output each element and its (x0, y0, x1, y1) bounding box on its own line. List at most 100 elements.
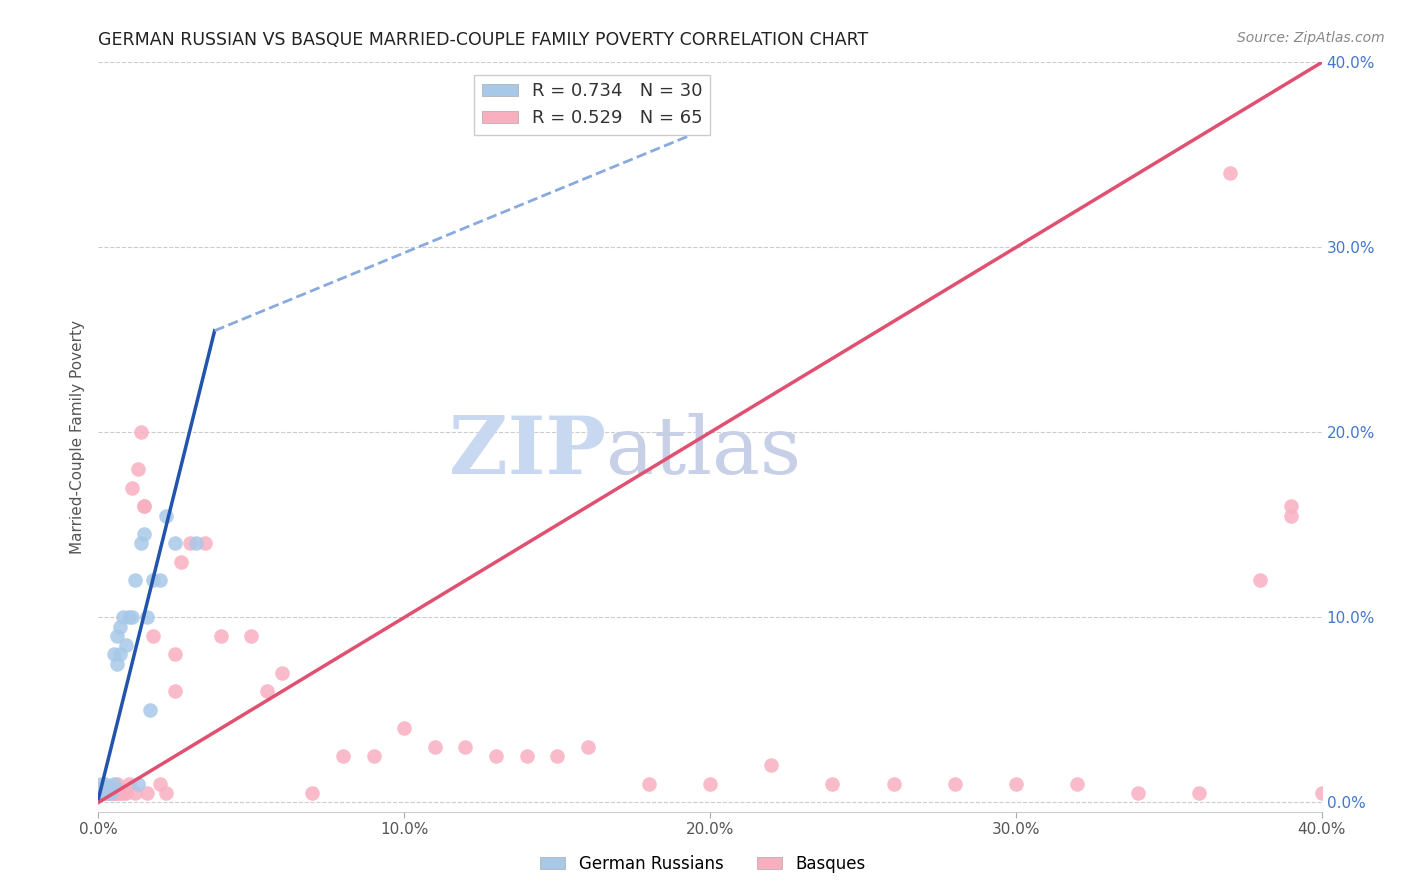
Point (90, 786, 112, 800)
Point (155, 786, 177, 800)
Point (118, 777, 141, 791)
Point (699, 777, 721, 791)
Point (943, 777, 966, 791)
Point (576, 739, 599, 754)
Point (108, 786, 131, 800)
Point (97, 786, 120, 800)
Text: atlas: atlas (606, 413, 801, 491)
Point (90, 777, 112, 791)
Point (363, 749, 385, 764)
Point (105, 786, 128, 800)
Point (186, 536, 208, 550)
Point (111, 610, 134, 624)
Point (103, 777, 125, 791)
Point (1188, 786, 1211, 800)
Point (1128, 786, 1150, 800)
Point (163, 536, 186, 550)
Point (115, 638, 138, 652)
Point (163, 648, 186, 662)
Point (93, 777, 115, 791)
Point (240, 629, 263, 643)
Point (100, 786, 122, 800)
Point (142, 574, 165, 588)
Point (108, 620, 131, 634)
Point (124, 786, 146, 800)
Point (103, 786, 125, 800)
Point (136, 610, 159, 624)
Point (142, 629, 165, 643)
Point (93, 786, 115, 800)
Point (136, 786, 159, 800)
Point (103, 786, 125, 800)
Point (105, 657, 128, 671)
Point (301, 786, 323, 800)
Point (454, 739, 477, 754)
Point (821, 777, 844, 791)
Point (155, 508, 177, 523)
Point (100, 786, 122, 800)
Text: ZIP: ZIP (449, 413, 606, 491)
Point (93, 780, 115, 795)
Point (121, 610, 143, 624)
Y-axis label: Married-Couple Family Poverty: Married-Couple Family Poverty (70, 320, 86, 554)
Point (194, 536, 217, 550)
Point (105, 629, 128, 643)
Point (163, 684, 186, 698)
Point (87, 786, 110, 800)
Point (149, 574, 172, 588)
Point (100, 780, 122, 795)
Text: GERMAN RUSSIAN VS BASQUE MARRIED-COUPLE FAMILY POVERTY CORRELATION CHART: GERMAN RUSSIAN VS BASQUE MARRIED-COUPLE … (98, 31, 869, 49)
Point (118, 610, 141, 624)
Point (1004, 777, 1026, 791)
Point (139, 703, 162, 717)
Point (90, 780, 112, 795)
Point (392, 722, 416, 736)
Point (108, 786, 131, 800)
Point (209, 629, 232, 643)
Point (1249, 574, 1271, 588)
Point (129, 536, 152, 550)
Point (93, 786, 115, 800)
Point (256, 684, 278, 698)
Point (111, 786, 134, 800)
Point (1279, 508, 1302, 523)
Point (97, 786, 120, 800)
Point (105, 777, 128, 791)
Point (516, 749, 538, 764)
Point (90, 786, 112, 800)
Point (127, 462, 149, 476)
Legend: German Russians, Basques: German Russians, Basques (534, 848, 872, 880)
Point (103, 786, 125, 800)
Point (90, 786, 112, 800)
Point (179, 536, 201, 550)
Point (485, 749, 508, 764)
Point (1066, 777, 1088, 791)
Point (637, 777, 661, 791)
Point (108, 648, 131, 662)
Legend: R = 0.734   N = 30, R = 0.529   N = 65: R = 0.734 N = 30, R = 0.529 N = 65 (474, 75, 710, 135)
Point (124, 574, 146, 588)
Point (134, 500, 156, 514)
Point (149, 777, 172, 791)
Point (170, 555, 193, 569)
Point (87, 786, 110, 800)
Point (129, 425, 152, 440)
Point (121, 481, 143, 495)
Point (97, 786, 120, 800)
Point (127, 777, 149, 791)
Point (1310, 786, 1333, 800)
Point (87, 786, 110, 800)
Point (115, 786, 138, 800)
Text: Source: ZipAtlas.com: Source: ZipAtlas.com (1237, 31, 1385, 45)
Point (87, 786, 110, 800)
Point (1279, 500, 1302, 514)
Point (883, 777, 905, 791)
Point (134, 500, 156, 514)
Point (546, 749, 568, 764)
Point (270, 665, 292, 680)
Point (332, 749, 354, 764)
Point (1219, 166, 1241, 180)
Point (423, 739, 446, 754)
Point (759, 758, 782, 772)
Point (97, 780, 120, 795)
